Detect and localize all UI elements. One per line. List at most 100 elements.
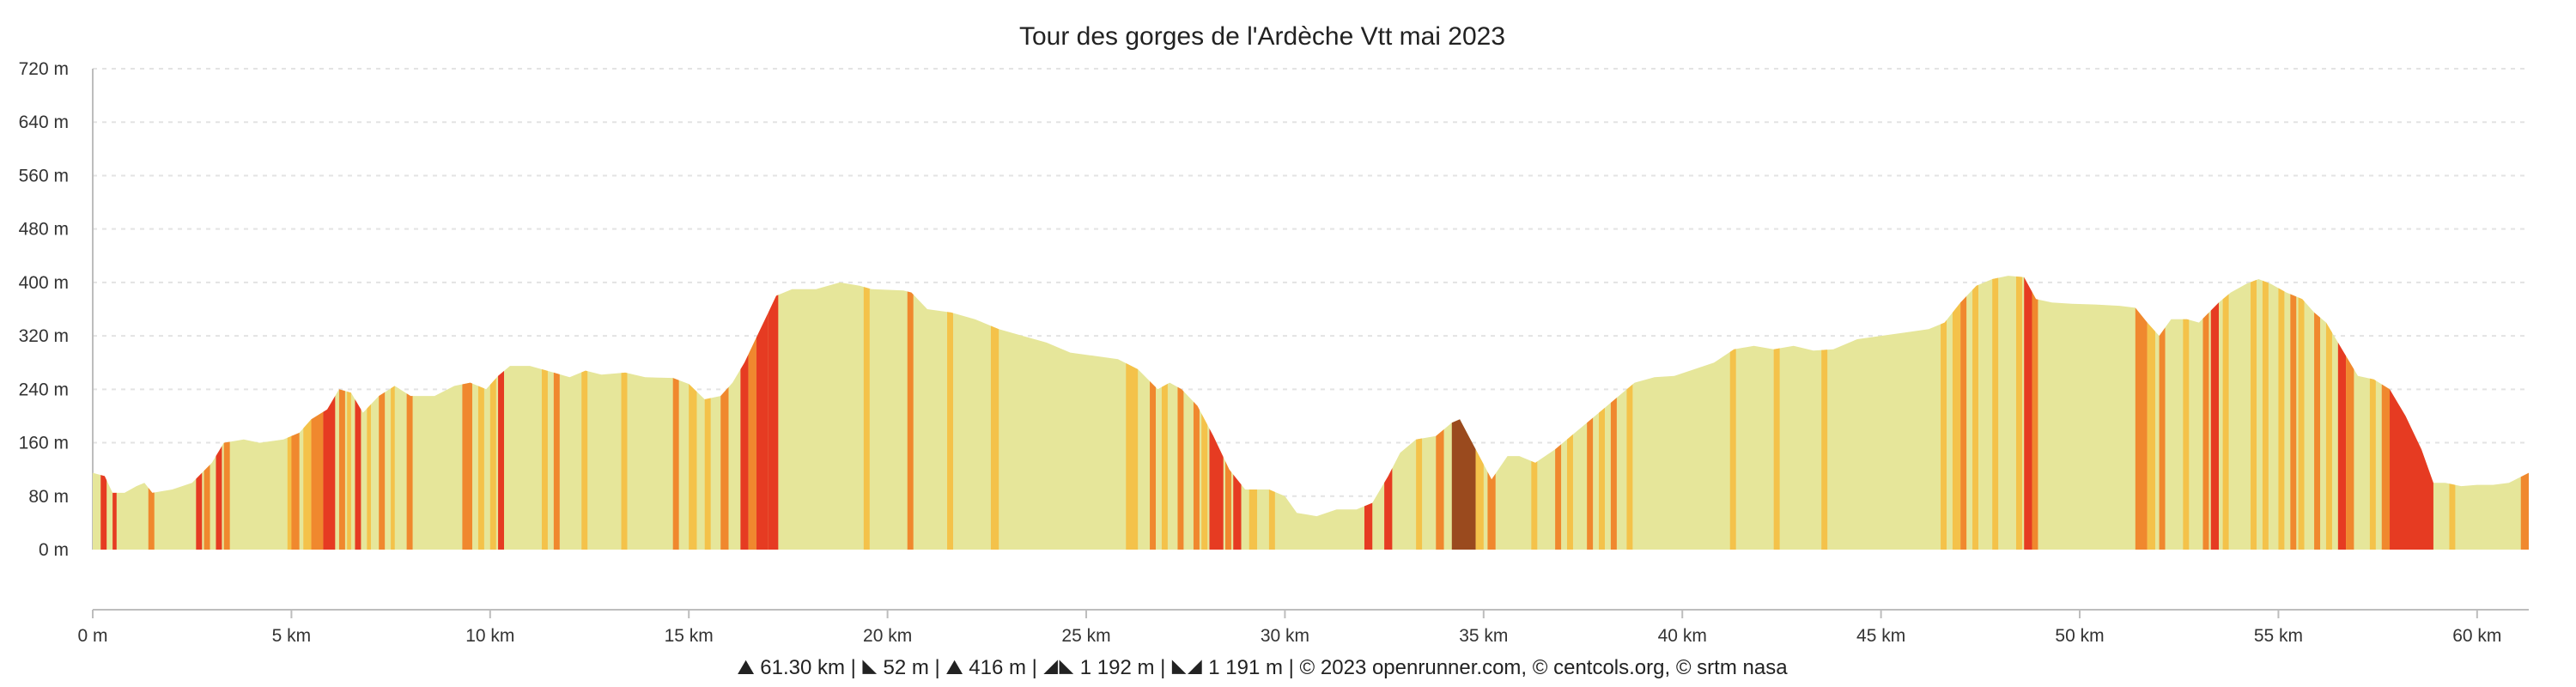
slope-band-medium [1150, 276, 1157, 550]
slope-band-medium [907, 276, 914, 550]
slope-band-medium [748, 276, 756, 550]
slope-band-light [1416, 276, 1423, 550]
descent-icon: ◣◢ [1171, 656, 1208, 679]
x-tick-label: 0 m [77, 626, 107, 646]
slope-band-steep [216, 276, 222, 550]
stat-ascent: 1 192 m [1080, 656, 1155, 679]
grid-lines [92, 68, 2529, 550]
slope-band-light [1773, 276, 1780, 550]
slope-band-light [947, 276, 953, 550]
slope-band-medium [553, 276, 560, 550]
slope-band-steep [1384, 276, 1393, 550]
slope-band-medium [311, 276, 324, 550]
slope-band-light [303, 276, 312, 550]
slope-band-light [1599, 276, 1605, 550]
slope-band-light [541, 276, 548, 550]
slope-bands [100, 276, 2529, 550]
slope-band-steep [1233, 276, 1242, 550]
y-tick-label: 720 m [19, 59, 69, 79]
slope-band-medium [291, 276, 300, 550]
separator: | [935, 656, 940, 679]
slope-band-light [1268, 276, 1275, 550]
x-tick-label: 35 km [1459, 626, 1508, 646]
x-tick-label: 60 km [2452, 626, 2501, 646]
slope-band-steep [768, 276, 779, 550]
slope-band-medium [2290, 276, 2297, 550]
slope-band-light [689, 276, 697, 550]
stat-descent: 1 191 m [1208, 656, 1283, 679]
y-axis-tick-labels: 0 m 80 m 160 m 240 m 320 m 400 m 480 m 560 m 640… [19, 59, 69, 560]
slope-band-light [863, 276, 870, 550]
slope-band-medium [379, 276, 386, 550]
credits-text: © 2023 openrunner.com, © centcols.org, ©… [1300, 656, 1789, 679]
y-tick-label: 480 m [19, 220, 69, 240]
slope-band-light [1992, 276, 1999, 550]
slope-band-steep [355, 276, 361, 550]
x-tick-label: 45 km [1856, 626, 1905, 646]
slope-band-light [2298, 276, 2305, 550]
route-stats-footer: ⛰ 61.30 km | ◣ 52 m | ⛰ 416 m | ◢◣ 1 192… [737, 656, 1788, 679]
x-tick-label: 20 km [863, 626, 912, 646]
slope-band-medium [1436, 276, 1444, 550]
slope-band-medium [338, 276, 345, 550]
slope-band-medium [2381, 276, 2391, 550]
ascent-icon: ◢◣ [1043, 656, 1080, 679]
distance-icon: ⛰ [737, 656, 760, 679]
x-tick-label: 25 km [1061, 626, 1110, 646]
slope-band-steep [2024, 276, 2032, 550]
slope-band-light [2251, 276, 2257, 550]
slope-band-medium [2032, 276, 2038, 550]
svg-text:⛰ 61.30 km |: ⛰ 61.30 km | ◣ 52 m | ⛰ 416 m | ◢◣ 1 192… [737, 656, 1788, 679]
slope-band-steep [740, 276, 749, 550]
x-tick-label: 55 km [2254, 626, 2303, 646]
y-tick-label: 400 m [19, 273, 69, 293]
x-tick-label: 10 km [465, 626, 514, 646]
elevation-area [93, 276, 2529, 550]
slope-band-medium [1555, 276, 1562, 550]
x-tick-label: 50 km [2055, 626, 2104, 646]
slope-band-medium [406, 276, 413, 550]
slope-band-medium [2346, 276, 2354, 550]
separator: | [1160, 656, 1165, 679]
slope-band-steep [2337, 276, 2347, 550]
x-tick-label: 30 km [1261, 626, 1309, 646]
slope-band-medium [1487, 276, 1496, 550]
slope-band-steep [112, 276, 117, 550]
slope-band-light [2278, 276, 2285, 550]
slope-band-light [489, 276, 496, 550]
slope-band-light [1249, 276, 1258, 550]
slope-band-medium [148, 276, 155, 550]
slope-band-medium [462, 276, 472, 550]
slope-band-medium [2314, 276, 2321, 550]
slope-band-medium [1224, 276, 1231, 550]
slope-band-light [367, 276, 371, 550]
chart-title: Tour des gorges de l'Ardèche Vtt mai 202… [1019, 22, 1505, 51]
slope-band-light [1626, 276, 1633, 550]
slope-band-light [704, 276, 711, 550]
slope-band-light [2015, 276, 2022, 550]
separator: | [851, 656, 856, 679]
slope-band-light [1531, 276, 1538, 550]
y-tick-label: 160 m [19, 434, 69, 453]
slope-band-medium [1193, 276, 1200, 550]
slope-band-light [1952, 276, 1961, 550]
x-tick-label: 40 km [1658, 626, 1707, 646]
slope-band-light [1126, 276, 1139, 550]
slope-band-light [581, 276, 588, 550]
slope-band-medium [223, 276, 230, 550]
slope-band-light [1567, 276, 1573, 550]
slope-band-light [1729, 276, 1736, 550]
slope-band-light [391, 276, 395, 550]
slope-band-light [1475, 276, 1484, 550]
slope-band-medium [204, 276, 210, 550]
slope-band-medium [2202, 276, 2209, 550]
x-axis-tick-labels: 0 m 5 km 10 km 15 km 20 km 25 km 30 km 35 km 40 … [77, 626, 2501, 646]
slope-band-light [2147, 276, 2155, 550]
slope-band-light [2369, 276, 2376, 550]
slope-band-light [2262, 276, 2269, 550]
y-tick-label: 0 m [39, 540, 69, 560]
slope-band-light [347, 276, 351, 550]
slope-band-steep [1364, 276, 1373, 550]
y-tick-label: 80 m [28, 487, 69, 507]
slope-band-light [621, 276, 628, 550]
